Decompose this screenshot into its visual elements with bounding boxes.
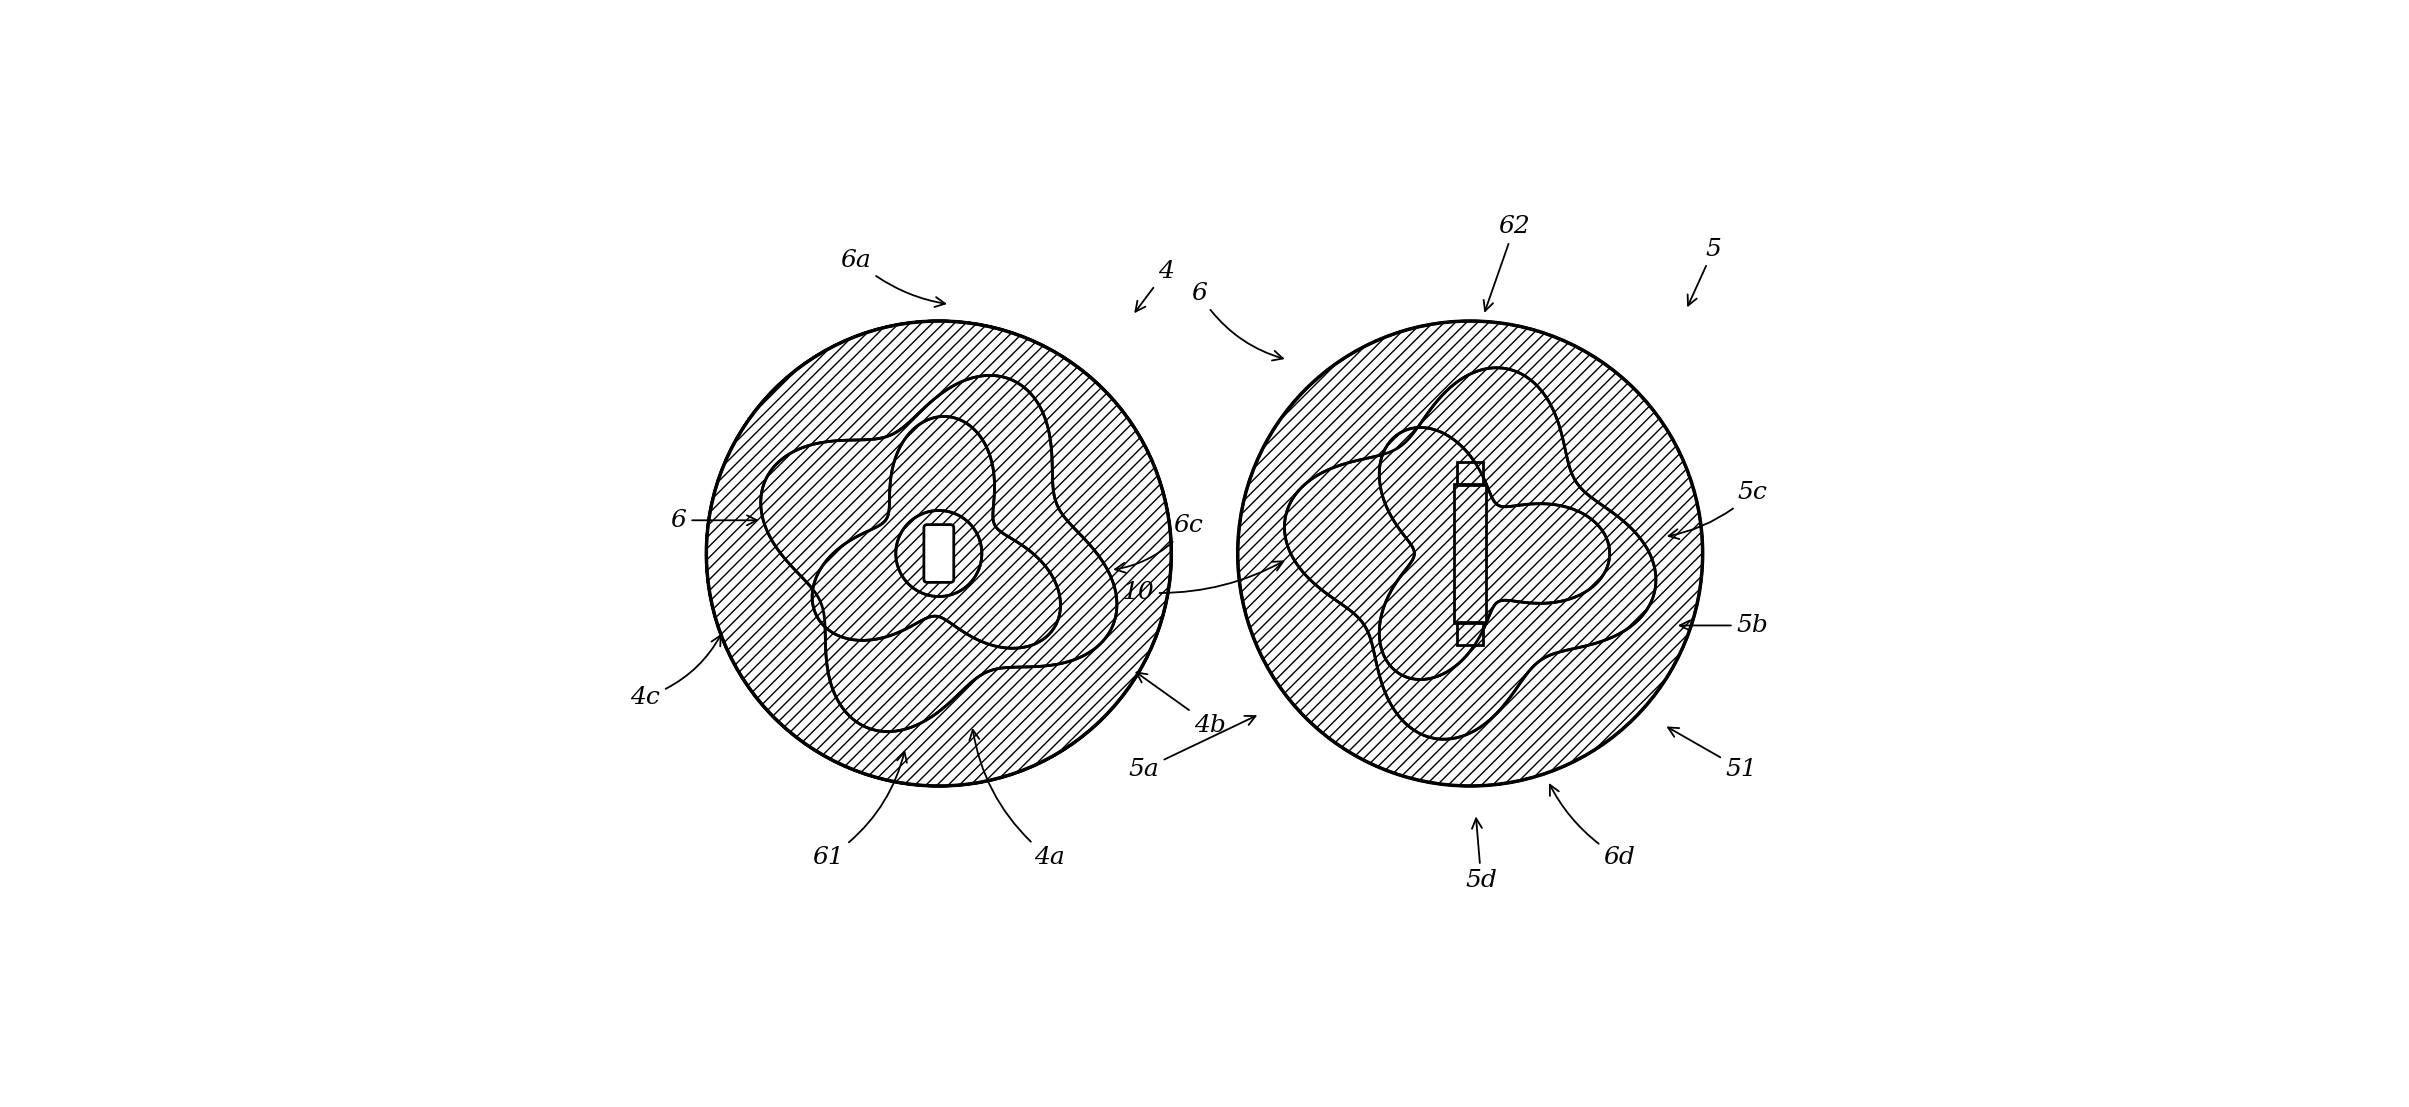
Polygon shape (1380, 427, 1609, 680)
Circle shape (706, 321, 1171, 786)
Polygon shape (812, 416, 1060, 649)
Text: 4c: 4c (631, 635, 720, 708)
Text: 5d: 5d (1465, 818, 1496, 891)
Text: 5a: 5a (1127, 716, 1255, 780)
Text: 4: 4 (1135, 260, 1173, 312)
Text: 6d: 6d (1549, 785, 1636, 869)
Text: 62: 62 (1484, 216, 1530, 311)
Text: 5b: 5b (1679, 614, 1768, 637)
Circle shape (706, 321, 1171, 786)
Text: 5c: 5c (1669, 482, 1768, 539)
Text: 10: 10 (1123, 561, 1284, 603)
Polygon shape (1284, 368, 1655, 739)
Text: 4b: 4b (1137, 673, 1226, 736)
Text: 61: 61 (812, 752, 906, 869)
Text: 6a: 6a (841, 249, 944, 307)
FancyBboxPatch shape (1455, 484, 1486, 623)
Text: 4a: 4a (968, 730, 1065, 869)
Text: 6: 6 (1190, 282, 1284, 361)
Circle shape (896, 510, 983, 597)
Text: 6c: 6c (1115, 515, 1202, 572)
Text: 6: 6 (670, 509, 756, 531)
FancyBboxPatch shape (1457, 462, 1484, 485)
FancyBboxPatch shape (925, 525, 954, 582)
Circle shape (1238, 321, 1703, 786)
FancyBboxPatch shape (1457, 622, 1484, 645)
Polygon shape (761, 375, 1118, 732)
Text: 51: 51 (1667, 727, 1756, 780)
Text: 5: 5 (1689, 238, 1722, 306)
